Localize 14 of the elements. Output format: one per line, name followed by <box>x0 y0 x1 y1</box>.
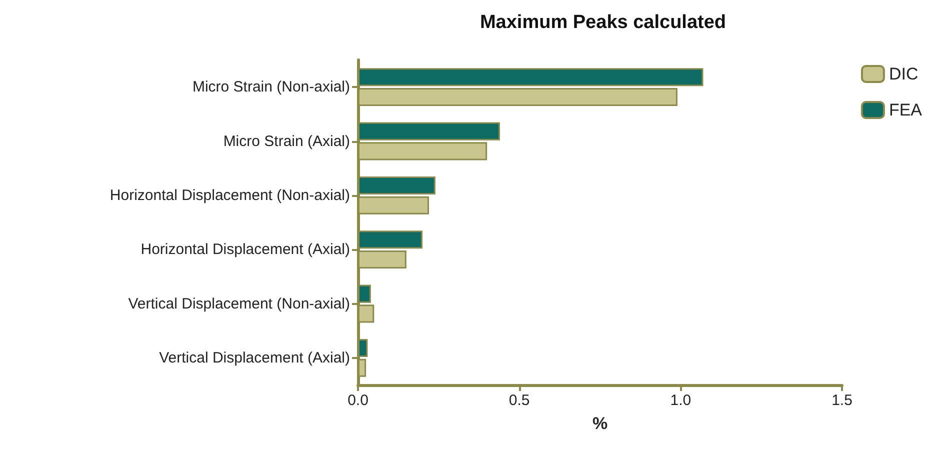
x-tick-label: 1.0 <box>670 392 692 409</box>
x-tick-label: 1.5 <box>832 392 852 409</box>
y-tick-label: Vertical Displacement (Non-axial) <box>128 295 350 312</box>
x-tick-label: 0.5 <box>508 392 530 409</box>
chart-title: Maximum Peaks calculated <box>480 12 726 33</box>
x-axis-title: % <box>592 414 608 433</box>
x-tick-label: 0.0 <box>348 392 368 409</box>
y-tick-label: Micro Strain (Axial) <box>223 132 350 150</box>
legend-label: DIC <box>888 64 918 84</box>
y-tick-label: Micro Strain (Non-axial) <box>192 78 350 96</box>
y-tick-label: Vertical Displacement (Axial) <box>159 349 350 366</box>
legend-label: FEA <box>888 100 923 120</box>
y-tick-label: Horizontal Displacement (Axial) <box>140 241 350 258</box>
y-tick-label: Horizontal Displacement (Non-axial) <box>110 186 350 204</box>
